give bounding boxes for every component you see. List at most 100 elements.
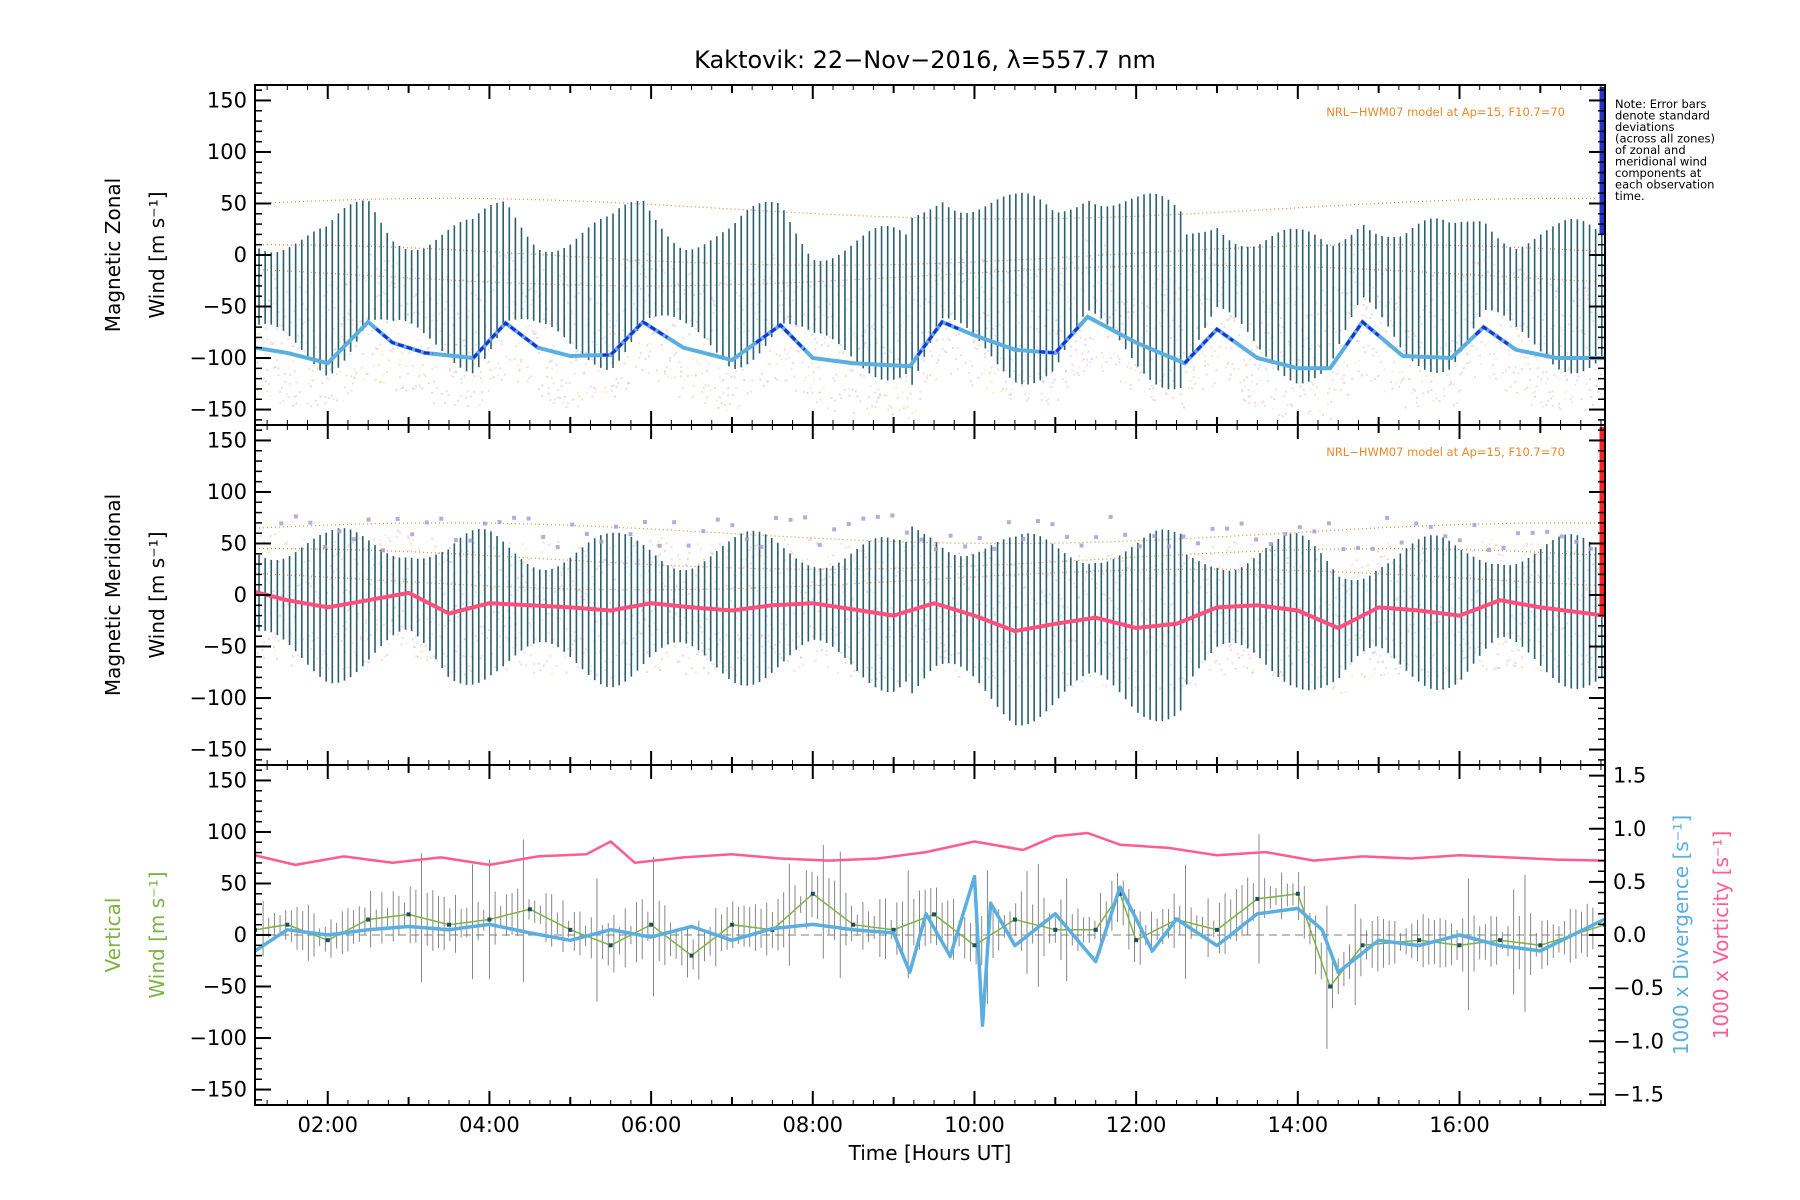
scatter-point: [1394, 302, 1397, 305]
scatter-point: [1225, 365, 1228, 368]
scatter-point: [389, 630, 392, 633]
scatter-point: [1330, 400, 1333, 403]
scatter-point: [667, 376, 670, 379]
scatter-point: [790, 550, 793, 553]
scatter-point: [795, 324, 797, 327]
scatter-point: [1257, 618, 1260, 621]
scatter-point: [562, 567, 565, 570]
scatter-point: [1312, 357, 1315, 360]
scatter-point: [516, 363, 519, 366]
scatter-point: [1352, 304, 1355, 307]
scatter-point: [1011, 278, 1014, 281]
scatter-point: [1000, 389, 1003, 392]
scatter-point: [655, 332, 658, 335]
scatter-point: [534, 637, 537, 640]
scatter-point: [334, 635, 337, 638]
scatter-point: [1126, 311, 1129, 314]
scatter-point: [1022, 664, 1025, 667]
scatter-point: [995, 650, 998, 653]
scatter-point: [1058, 286, 1061, 289]
scatter-point: [820, 330, 823, 333]
scatter-point: [816, 650, 819, 653]
scatter-point: [276, 359, 279, 362]
scatter-point: [1309, 655, 1312, 658]
scatter-point: [1527, 362, 1530, 365]
scatter-point: [668, 611, 671, 614]
scatter-point: [303, 349, 306, 352]
scatter-point: [1181, 402, 1184, 405]
scatter-point: [466, 316, 469, 319]
scatter-point: [623, 351, 626, 354]
scatter-point: [1270, 618, 1273, 621]
scatter-point: [256, 618, 259, 621]
scatter-point: [1194, 561, 1197, 564]
scatter-point: [449, 369, 452, 372]
scatter-point: [1567, 366, 1570, 369]
scatter-point: [1414, 334, 1417, 337]
scatter-point: [959, 354, 962, 357]
scatter-point: [381, 566, 384, 569]
scatter-point: [584, 352, 587, 355]
scatter-point: [463, 673, 466, 676]
scatter-point: [373, 563, 376, 566]
scatter-point: [406, 313, 409, 316]
scatter-point: [1031, 291, 1034, 294]
scatter-point: [1068, 646, 1071, 649]
scatter-point: [335, 399, 338, 402]
scatter-point: [342, 592, 345, 595]
scatter-point: [497, 261, 500, 264]
scatter-point: [638, 342, 641, 345]
scatter-point: [1302, 338, 1305, 341]
scatter-point: [793, 290, 796, 293]
scatter-point: [1195, 326, 1198, 329]
scatter-point: [327, 308, 330, 311]
scatter-point: [277, 561, 280, 564]
scatter-point: [1474, 375, 1477, 378]
scatter-point: [1226, 553, 1229, 556]
scatter-point: [411, 538, 414, 541]
scatter-point: [450, 561, 453, 564]
scatter-point: [1422, 309, 1425, 312]
scatter-point: [1174, 646, 1177, 649]
scatter-point: [1171, 380, 1174, 383]
scatter-point: [1598, 359, 1601, 362]
scatter-point: [1118, 361, 1121, 364]
scatter-point: [955, 334, 958, 337]
scatter-point: [345, 588, 348, 591]
scatter-point: [376, 267, 379, 270]
scatter-point: [510, 564, 513, 567]
scatter-point: [1079, 336, 1082, 339]
scatter-point: [1047, 664, 1050, 667]
scatter-point: [445, 300, 448, 303]
scatter-point: [796, 349, 799, 352]
scatter-point: [967, 371, 970, 374]
scatter-point: [290, 633, 293, 636]
scatter-point: [864, 331, 867, 334]
scatter-point: [1322, 414, 1325, 417]
scatter-point: [266, 369, 269, 372]
scatter-point: [1208, 634, 1211, 637]
scatter-point: [827, 598, 830, 601]
scatter-point: [1377, 325, 1380, 328]
scatter-point: [1202, 388, 1205, 391]
scatter-point: [817, 610, 820, 613]
scatter-point: [444, 624, 447, 627]
scatter-point: [1378, 260, 1381, 263]
scatter-point: [1140, 370, 1143, 373]
scatter-point: [324, 395, 327, 398]
scatter-point: [450, 316, 453, 319]
scatter-point: [1010, 398, 1013, 401]
scatter-point: [1456, 401, 1459, 404]
scatter-point: [1550, 284, 1553, 287]
scatter-point: [1181, 564, 1184, 567]
scatter-point: [1556, 290, 1559, 293]
scatter-point: [402, 578, 405, 581]
scatter-point: [510, 593, 513, 596]
scatter-point: [463, 339, 466, 342]
scatter-point: [406, 303, 409, 306]
scatter-point: [460, 378, 463, 381]
scatter-point: [901, 569, 904, 572]
scatter-point: [1048, 332, 1051, 335]
scatter-point: [321, 653, 324, 656]
scatter-point: [547, 632, 550, 635]
